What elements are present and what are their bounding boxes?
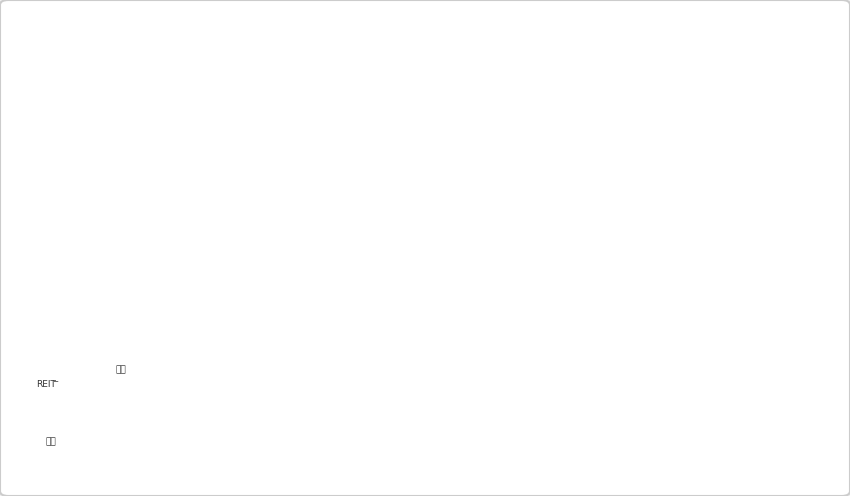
Text: 株式: 株式 [116, 366, 126, 374]
Wedge shape [91, 384, 120, 435]
Text: 30.5%: 30.5% [609, 65, 643, 75]
Text: 14.9%: 14.9% [178, 130, 212, 141]
Text: 5.1%: 5.1% [351, 175, 374, 184]
Text: 11.9%: 11.9% [92, 143, 126, 153]
Wedge shape [464, 384, 493, 451]
Text: 3.7%: 3.7% [178, 181, 201, 189]
Text: 5.4%: 5.4% [437, 173, 460, 183]
Wedge shape [177, 384, 206, 451]
Wedge shape [637, 391, 666, 423]
Text: リターンの
上限値: リターンの 上限値 [701, 106, 731, 130]
Text: 21.3%: 21.3% [351, 104, 384, 114]
Wedge shape [264, 386, 292, 460]
Bar [442, 106, 487, 265]
Text: 3.0%: 3.0% [92, 184, 115, 192]
Text: -5.9%: -5.9% [92, 238, 118, 247]
Wedge shape [378, 423, 389, 462]
Wedge shape [608, 406, 666, 462]
Text: REIT: REIT [36, 380, 56, 389]
Text: -18.4%: -18.4% [609, 291, 641, 300]
Wedge shape [194, 384, 235, 462]
Bar [269, 132, 314, 247]
Text: RR ①: RR ① [105, 20, 133, 30]
Wedge shape [292, 384, 321, 462]
Text: 24.3%: 24.3% [437, 91, 471, 101]
Text: 債券: 債券 [45, 437, 56, 446]
Text: ─: ─ [54, 379, 58, 385]
Bar [528, 93, 573, 276]
Wedge shape [551, 411, 580, 439]
Bar [184, 146, 229, 240]
Wedge shape [551, 384, 578, 423]
Text: RR ③: RR ③ [278, 20, 306, 30]
Text: 27.5%: 27.5% [523, 78, 557, 88]
Text: RR ⑤: RR ⑤ [450, 20, 479, 30]
Text: 18.1%: 18.1% [264, 117, 298, 127]
Bar [356, 119, 400, 255]
Wedge shape [445, 384, 464, 423]
Wedge shape [522, 411, 577, 462]
Text: RR ②: RR ② [191, 20, 220, 30]
Bar [615, 80, 660, 286]
Wedge shape [464, 423, 484, 461]
Wedge shape [283, 384, 292, 423]
Text: 4.5%: 4.5% [264, 177, 287, 186]
Text: 6.1%: 6.1% [609, 170, 632, 180]
Wedge shape [523, 384, 551, 423]
Wedge shape [349, 389, 380, 462]
Wedge shape [96, 384, 149, 462]
Text: 5.7%: 5.7% [523, 172, 546, 181]
Wedge shape [114, 384, 120, 423]
Text: リターンの
中心値: リターンの 中心値 [701, 176, 731, 199]
Text: -11.1%: -11.1% [351, 260, 382, 269]
Text: RR ⑦: RR ⑦ [623, 20, 651, 30]
Wedge shape [435, 394, 472, 462]
Wedge shape [201, 384, 206, 423]
Wedge shape [637, 384, 654, 423]
Text: -13.5%: -13.5% [437, 270, 469, 279]
Text: リターンの
下限値: リターンの 下限値 [701, 253, 731, 277]
Bar [97, 158, 142, 233]
Wedge shape [365, 384, 378, 423]
Text: -16.0%: -16.0% [523, 281, 555, 290]
Text: RR ⑥: RR ⑥ [536, 20, 565, 30]
Wedge shape [378, 384, 407, 459]
Wedge shape [610, 384, 637, 423]
Wedge shape [186, 423, 206, 458]
Text: RR ④: RR ④ [364, 20, 393, 30]
Wedge shape [92, 423, 120, 446]
Wedge shape [283, 423, 292, 462]
Text: -7.4%: -7.4% [178, 245, 204, 253]
Text: -9.2%: -9.2% [264, 252, 291, 261]
